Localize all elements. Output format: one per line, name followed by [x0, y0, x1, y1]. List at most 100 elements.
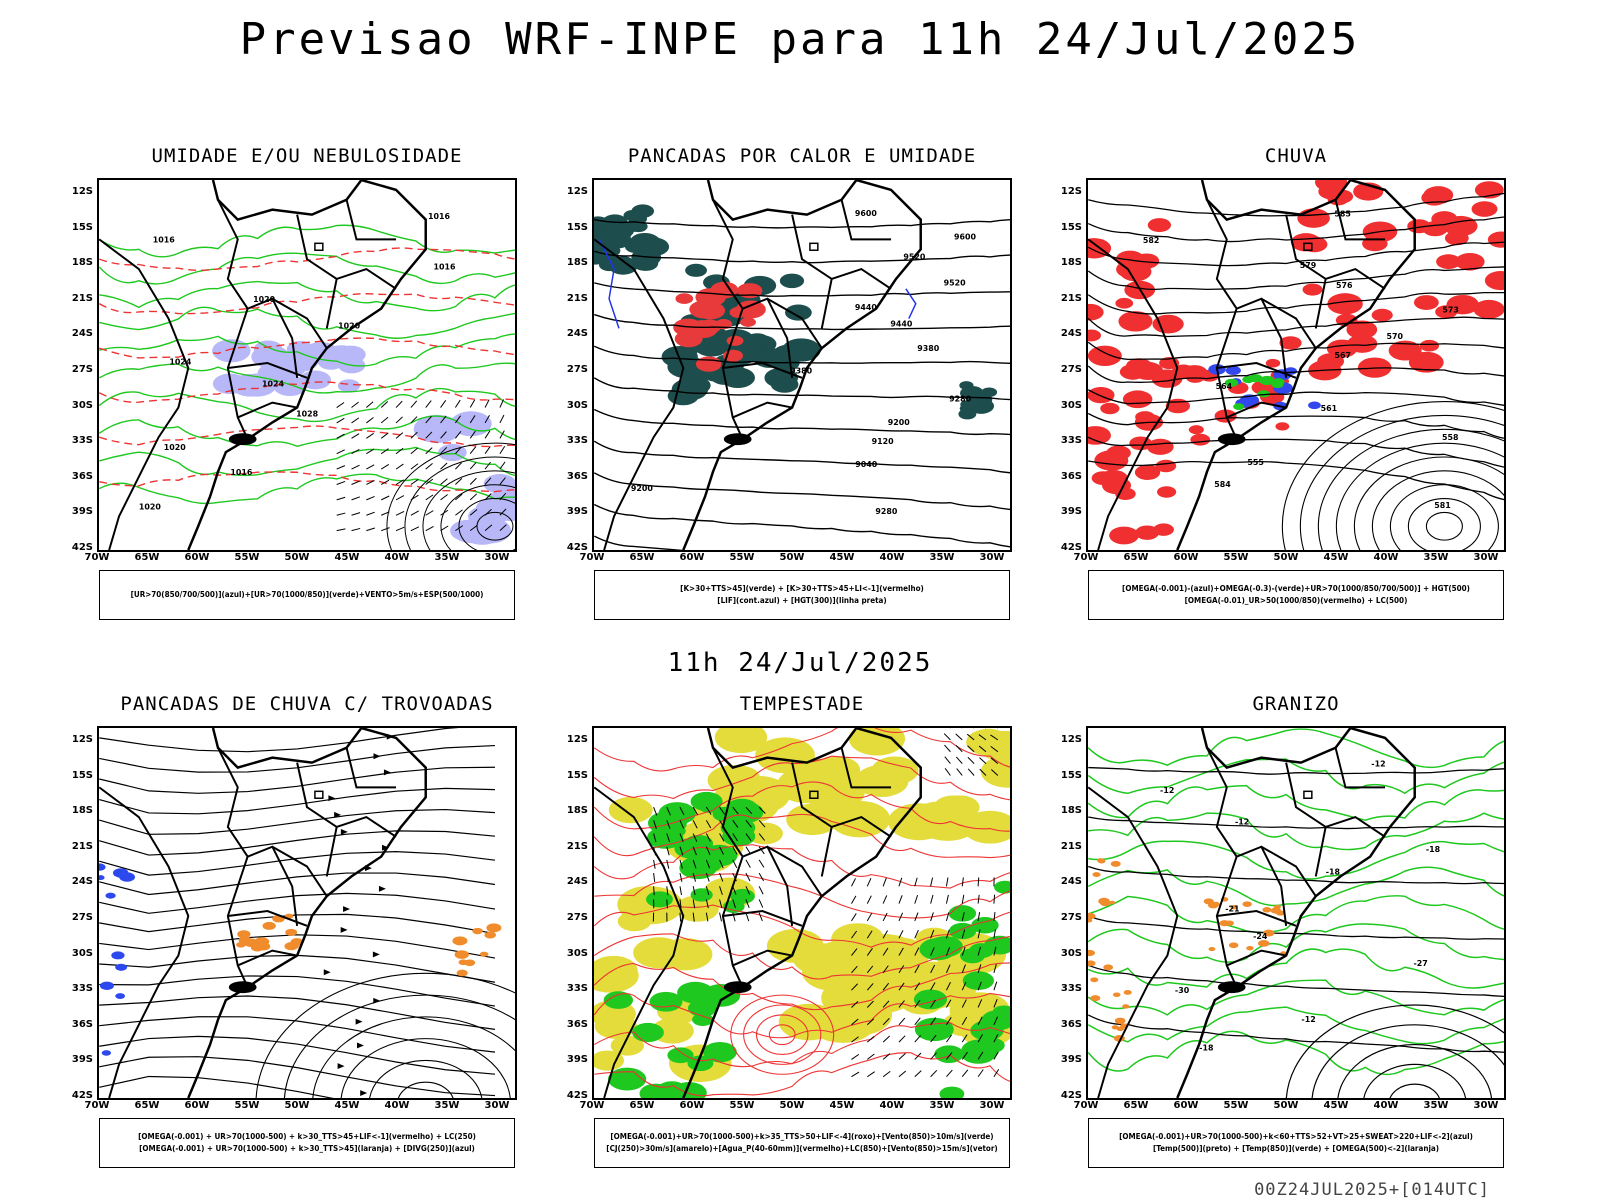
wind-arrow [425, 510, 434, 516]
wind-arrow [993, 912, 996, 921]
contour-line [1088, 389, 1504, 406]
wind-arrow [758, 833, 766, 841]
contour-label: 9120 [872, 437, 895, 446]
latitude-label: 27S [1060, 364, 1082, 375]
contour-ring [1425, 511, 1463, 541]
wind-arrow [990, 746, 999, 753]
legend-line: [K>30+TTS>45](verde) + [K>30+TTS>45+LI<-… [680, 584, 924, 593]
wind-arrow [653, 873, 656, 882]
latitude-label: 30S [1060, 947, 1082, 959]
wind-arrow [395, 479, 404, 485]
country-border [271, 297, 328, 349]
wind-arrow [943, 733, 951, 741]
latitude-label: 33S [566, 435, 588, 447]
contour-line [1088, 812, 1504, 851]
contour-label: -21 [1225, 904, 1239, 913]
contour-ring [312, 1016, 515, 1098]
latitude-label: 42S [566, 542, 588, 553]
shaded-area [1242, 901, 1252, 907]
wind-arrow [469, 430, 476, 439]
streamline [99, 744, 495, 773]
shaded-area [1088, 918, 1093, 923]
wind-arrow [914, 964, 920, 974]
contour-label: -27 [1414, 959, 1428, 968]
contour-ring [1407, 498, 1481, 550]
contour-ring [422, 470, 515, 550]
shaded-area [111, 951, 125, 960]
shaded-area [1408, 351, 1444, 373]
contour-ring [397, 1081, 454, 1098]
wind-arrow [719, 833, 725, 842]
longitude-label: 70W [84, 1100, 110, 1111]
wind-arrow [692, 833, 698, 842]
coastline [682, 728, 922, 1098]
longitude-label: 40W [879, 1100, 905, 1111]
country-border [325, 826, 338, 877]
wind-arrow [366, 464, 375, 470]
streamline [99, 808, 496, 835]
wind-arrow [380, 479, 390, 485]
wind-arrow [990, 769, 999, 776]
shaded-area [667, 386, 699, 406]
longitude-label: 40W [879, 552, 905, 563]
contour-label: 9600 [855, 209, 878, 218]
shaded-area [1346, 320, 1378, 339]
wind-arrow [666, 820, 671, 829]
country-border [1314, 278, 1327, 329]
wind-arrow [961, 877, 964, 887]
wind-arrow [679, 886, 682, 896]
wind-arrow [336, 528, 346, 532]
shaded-area [212, 339, 251, 363]
country-border [820, 278, 833, 329]
longitude-label: 45W [334, 552, 360, 563]
wind-arrow [866, 1035, 875, 1043]
contour-line [1088, 979, 1504, 1016]
wind-arrow [469, 509, 478, 516]
contour-line [1088, 192, 1504, 217]
wind-arrow [914, 1035, 922, 1043]
latitude-label: 24S [71, 328, 93, 340]
panel-legend: [OMEGA(-0.001) + UR>70(1000-500) + k>30_… [99, 1118, 515, 1168]
wind-arrow [866, 895, 872, 904]
shaded-area [1114, 1017, 1126, 1025]
contour-label: 9380 [790, 367, 813, 376]
contour-label: 9280 [875, 507, 898, 516]
wind-arrow [732, 846, 738, 855]
wind-arrow [719, 846, 725, 855]
latitude-label: 24S [1060, 876, 1082, 888]
contour-ring [404, 456, 515, 550]
contour-label: 9200 [888, 418, 911, 427]
wind-arrow [653, 859, 656, 869]
latitude-label: 27S [71, 912, 93, 923]
streamline-arrowhead [323, 969, 331, 976]
wind-arrow [961, 946, 966, 956]
wind-arrow [410, 416, 418, 424]
contour-label: -24 [1253, 932, 1268, 941]
forecast-time-label: 11h 24/Jul/2025 [667, 648, 933, 678]
contour-line [99, 387, 515, 423]
contour-line [1088, 365, 1504, 383]
wind-arrow [946, 1069, 953, 1078]
wind-arrow [866, 965, 874, 974]
lagoon [228, 433, 257, 446]
map-canvas [594, 728, 1010, 1098]
wind-arrow [380, 432, 389, 439]
wind-arrow [993, 929, 996, 939]
wind-arrow [336, 417, 345, 424]
shaded-area [1122, 390, 1153, 409]
wind-arrow [882, 895, 888, 904]
wind-arrow [653, 833, 657, 843]
latitude-label: 33S [1060, 435, 1082, 447]
country-border [1206, 747, 1288, 926]
streamline [99, 954, 496, 983]
shaded-area [633, 937, 685, 969]
contour-line [594, 503, 1010, 548]
contour-line [594, 282, 1010, 297]
wind-arrow [410, 463, 419, 470]
contour-label: 9520 [944, 279, 967, 288]
longitude-label: 55W [234, 552, 260, 563]
wind-arrow [977, 1016, 983, 1026]
wind-arrow [380, 448, 389, 455]
contour-label: 582 [1143, 236, 1160, 245]
wind-arrow [914, 947, 920, 956]
